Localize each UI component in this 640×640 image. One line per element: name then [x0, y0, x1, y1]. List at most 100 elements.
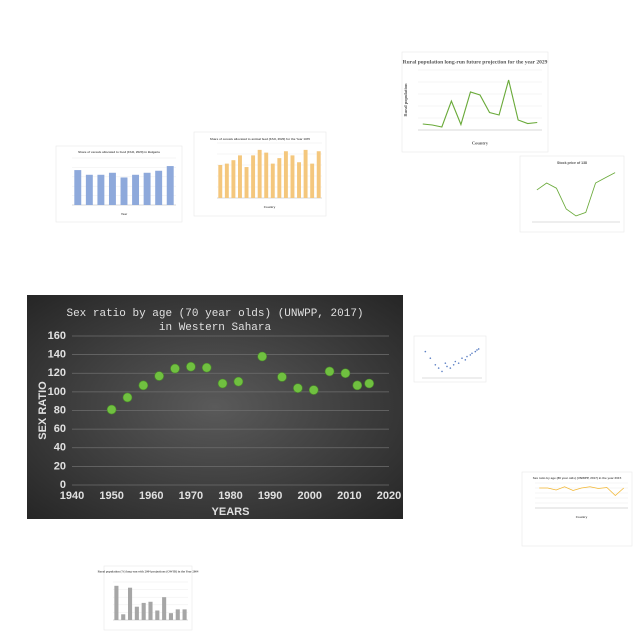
- point: [464, 359, 467, 361]
- chart-title: Rural population (%) long-run with 2004 …: [98, 570, 199, 574]
- y-tick-label: 40: [54, 442, 66, 454]
- bar: [162, 597, 167, 620]
- point: [469, 354, 472, 356]
- chart-background: [401, 51, 549, 153]
- x-tick-label: 1960: [139, 490, 163, 502]
- line: [422, 79, 538, 128]
- y-tick-label: 160: [48, 330, 66, 342]
- bar: [238, 155, 242, 198]
- bar: [310, 163, 315, 198]
- x-axis-label: Country: [576, 515, 588, 519]
- y-tick-label: 100: [48, 386, 66, 398]
- bar: [148, 601, 153, 620]
- x-tick-label: 1940: [60, 490, 84, 502]
- point: [477, 348, 480, 350]
- bar: [120, 177, 128, 205]
- chart: [413, 335, 487, 383]
- bar: [224, 163, 229, 198]
- bar: [244, 167, 249, 198]
- bar: [128, 587, 133, 620]
- line: [539, 486, 625, 497]
- point: [122, 392, 133, 403]
- bar: [143, 172, 151, 205]
- point: [466, 355, 468, 358]
- point: [257, 351, 268, 362]
- point: [461, 357, 463, 360]
- bar: [270, 163, 275, 198]
- point: [449, 367, 452, 369]
- y-tick-label: 80: [54, 404, 66, 416]
- chart-title: Share of cereals allocated to food (FAO,…: [78, 150, 160, 154]
- point: [138, 380, 149, 391]
- point: [154, 371, 164, 381]
- chart: Stock price of 138: [519, 155, 625, 233]
- chart: Rural population (%) long-run with 2004 …: [98, 565, 199, 631]
- bar: [132, 174, 140, 205]
- point: [186, 361, 196, 372]
- x-axis-label: Year: [121, 212, 128, 216]
- chart-background: [519, 155, 625, 233]
- x-tick-label: 2000: [298, 490, 322, 502]
- point: [201, 362, 212, 373]
- chart-title: in Western Sahara: [159, 322, 272, 334]
- point: [424, 350, 427, 353]
- point: [429, 357, 432, 360]
- point: [293, 383, 303, 393]
- y-tick-label: 60: [54, 423, 66, 435]
- point: [446, 365, 448, 368]
- bar: [290, 155, 295, 198]
- bar: [182, 609, 187, 620]
- chart: Sex ratio by age (80 year olds) (UNWPP, …: [521, 471, 633, 547]
- point: [437, 367, 440, 369]
- point: [233, 376, 244, 387]
- point: [452, 364, 455, 366]
- bar: [297, 162, 301, 198]
- point: [471, 352, 473, 355]
- chart-title: Rural population long-run future project…: [403, 59, 548, 65]
- x-tick-label: 1980: [218, 490, 242, 502]
- bar: [277, 158, 282, 198]
- y-tick-label: 0: [60, 479, 66, 491]
- bar: [283, 151, 288, 198]
- chart: Share of cereals allocated to food (FAO,…: [55, 145, 183, 223]
- chart: Share of cereals allocated to animal fee…: [193, 131, 327, 217]
- chart-background: [413, 335, 487, 383]
- bar: [134, 606, 139, 620]
- bar: [97, 174, 105, 205]
- y-axis-label: Rural population: [403, 83, 408, 117]
- chart: Sex ratio by age (70 year olds) (UNWPP, …: [27, 295, 403, 519]
- point: [454, 360, 457, 363]
- point: [217, 378, 228, 389]
- point: [364, 378, 374, 389]
- bar: [155, 170, 163, 205]
- bar: [251, 155, 256, 198]
- chart-title: Share of cereals allocated to animal fee…: [210, 137, 310, 141]
- x-axis-label: Country: [264, 205, 276, 209]
- chart-title: Sex ratio by age (80 year olds) (UNWPP, …: [533, 476, 622, 480]
- chart-title: Stock price of 138: [557, 161, 587, 165]
- point: [444, 362, 447, 364]
- chart: Rural population long-run future project…: [401, 51, 549, 153]
- y-tick-label: 140: [48, 349, 66, 361]
- point: [476, 349, 478, 351]
- bar: [264, 152, 269, 198]
- bar: [114, 585, 119, 620]
- bar: [316, 151, 321, 198]
- bar: [108, 172, 116, 205]
- point: [340, 368, 351, 379]
- x-axis-label: YEARS: [212, 506, 250, 518]
- x-tick-label: 1990: [258, 490, 282, 502]
- point: [441, 370, 443, 373]
- bar: [168, 613, 173, 620]
- point: [324, 366, 335, 377]
- x-axis-label: Country: [472, 141, 489, 146]
- x-tick-label: 2020: [377, 490, 401, 502]
- y-tick-label: 120: [48, 367, 66, 379]
- x-tick-label: 1950: [99, 490, 123, 502]
- bar: [303, 149, 308, 198]
- chart-background: [521, 471, 633, 547]
- point: [474, 350, 477, 353]
- bar: [141, 602, 146, 620]
- y-tick-label: 20: [54, 460, 66, 472]
